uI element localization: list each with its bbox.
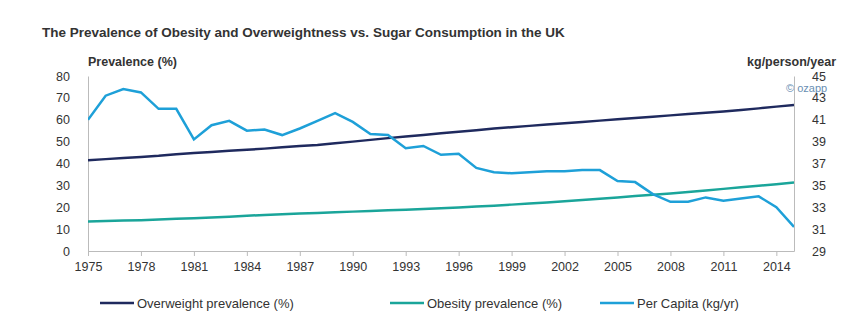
axis-line: [794, 77, 795, 252]
tick: 1996: [445, 251, 473, 274]
tick-label: 50: [56, 135, 70, 149]
tick: 43: [794, 91, 826, 105]
tick-label: 1996: [445, 260, 473, 274]
tick-mark: [723, 251, 724, 256]
tick: 35: [794, 179, 826, 193]
tick-label: 0: [63, 245, 70, 259]
tick: 2014: [763, 251, 791, 274]
tick-label: 2008: [657, 260, 685, 274]
tick: 1999: [498, 251, 526, 274]
tick-mark: [459, 251, 460, 256]
legend-swatch: [100, 302, 134, 305]
tick-label: 1984: [233, 260, 261, 274]
series-line: [88, 105, 794, 160]
tick: 0: [63, 245, 88, 259]
tick: 1993: [392, 251, 420, 274]
tick-label: 10: [56, 223, 70, 237]
tick: 2008: [657, 251, 685, 274]
tick-mark: [776, 251, 777, 256]
tick: 39: [794, 135, 826, 149]
legend-label: Per Capita (kg/yr): [637, 296, 739, 311]
tick: 40: [56, 157, 88, 171]
tick: 31: [794, 223, 826, 237]
tick: 2011: [710, 251, 737, 274]
tick-label: 1999: [498, 260, 526, 274]
tick-label: 2005: [604, 260, 632, 274]
tick-mark: [406, 251, 407, 256]
tick-label: 2014: [763, 260, 791, 274]
tick-label: 1993: [392, 260, 420, 274]
y2-axis: 29 31 33 35 37 39 41 43 45: [794, 70, 826, 259]
tick-label: 29: [812, 245, 826, 259]
tick-mark: [353, 251, 354, 256]
x-axis: 1975 1978 1981 1984 1987 1990 1993 1996 1999 2002…: [75, 251, 795, 274]
legend-swatch: [600, 302, 634, 305]
tick-label: 1978: [128, 260, 156, 274]
tick: 41: [794, 113, 826, 127]
tick: 10: [56, 223, 88, 237]
tick-label: 39: [812, 135, 826, 149]
legend-label: Obesity prevalence (%): [427, 296, 562, 311]
tick: 2005: [604, 251, 632, 274]
tick-label: 43: [812, 91, 826, 105]
tick-mark: [88, 251, 89, 256]
y-axis: 0 10 20 30 40 50 60 70 80: [56, 70, 88, 259]
series-line: [88, 89, 794, 227]
tick-label: 35: [812, 179, 826, 193]
tick-label: 1975: [75, 260, 103, 274]
legend-swatch: [390, 302, 424, 305]
tick: 37: [794, 157, 826, 171]
tick-mark: [194, 251, 195, 256]
tick-label: 30: [56, 179, 70, 193]
tick-label: 1981: [180, 260, 208, 274]
tick-label: 37: [812, 157, 826, 171]
tick: 1981: [180, 251, 208, 274]
tick-mark: [300, 251, 301, 256]
tick: 50: [56, 135, 88, 149]
chart: The Prevalence of Obesity and Overweight…: [0, 0, 865, 332]
tick-label: 41: [812, 113, 826, 127]
tick-mark: [512, 251, 513, 256]
tick: 29: [794, 245, 826, 259]
tick-mark: [247, 251, 248, 256]
tick: 70: [56, 91, 88, 105]
tick: 60: [56, 113, 88, 127]
tick: 45: [794, 70, 826, 84]
y-axis-title: Prevalence (%): [88, 55, 177, 69]
tick: 1975: [75, 251, 103, 274]
tick: 33: [794, 201, 826, 215]
tick: 1987: [286, 251, 314, 274]
tick-label: 1987: [286, 260, 314, 274]
tick: 1990: [339, 251, 367, 274]
tick-label: 70: [56, 91, 70, 105]
tick-label: 2011: [710, 260, 737, 274]
y2-axis-title: kg/person/year: [747, 55, 836, 69]
axis-line: [88, 77, 89, 252]
tick: 20: [56, 201, 88, 215]
tick: 1984: [233, 251, 261, 274]
title: The Prevalence of Obesity and Overweight…: [42, 25, 565, 40]
tick-label: 31: [812, 223, 826, 237]
tick-label: 40: [56, 157, 70, 171]
tick-mark: [565, 251, 566, 256]
tick-mark: [141, 251, 142, 256]
tick-label: 20: [56, 201, 70, 215]
tick-label: 2002: [551, 260, 579, 274]
tick: 80: [56, 70, 88, 84]
legend-label: Overweight prevalence (%): [137, 296, 294, 311]
tick-label: 80: [56, 70, 70, 84]
tick: 30: [56, 179, 88, 193]
tick-label: 45: [812, 70, 826, 84]
tick-label: 60: [56, 113, 70, 127]
tick-mark: [670, 251, 671, 256]
tick-label: 33: [812, 201, 826, 215]
tick: 1978: [128, 251, 156, 274]
tick-mark: [618, 251, 619, 256]
legend: Overweight prevalence (%) Obesity prevale…: [100, 296, 739, 311]
tick-label: 1990: [339, 260, 367, 274]
plot-area: [88, 89, 794, 227]
tick: 2002: [551, 251, 579, 274]
